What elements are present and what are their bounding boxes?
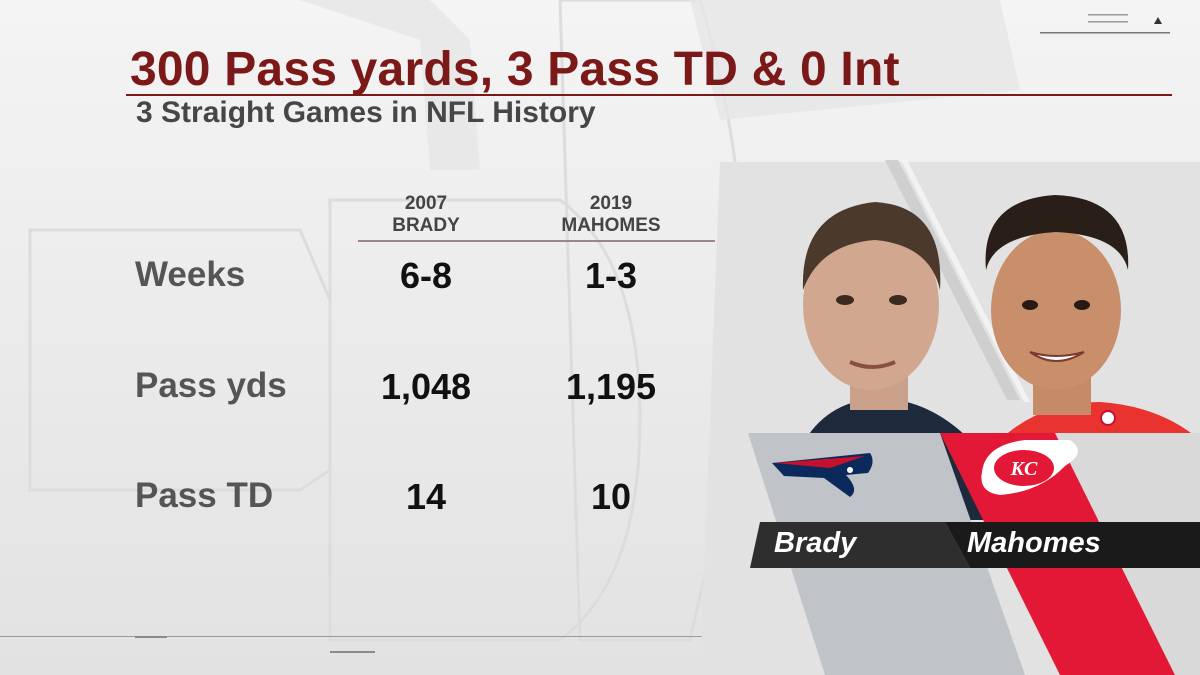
page-subtitle: 3 Straight Games in NFL History	[136, 96, 596, 129]
svg-text:KC: KC	[1010, 458, 1038, 480]
mahomes-name-bar	[945, 522, 1200, 568]
chiefs-logo-icon: KC	[981, 440, 1078, 495]
column-year: 2019	[589, 193, 633, 214]
column-year: 2007	[404, 193, 448, 214]
column-header-mahomes: 2019 MAHOMES	[526, 193, 696, 237]
bottom-tick	[330, 651, 375, 653]
brady-portrait	[795, 202, 990, 520]
title-divider	[126, 94, 1172, 96]
page-title: 300 Pass yards, 3 Pass TD & 0 Int	[130, 43, 900, 96]
column-header-divider	[358, 240, 715, 242]
player-panels: KC	[700, 158, 1200, 675]
bottom-tick	[135, 636, 167, 638]
player-name-brady: Brady	[774, 527, 857, 559]
cell-brady-pass-td: 14	[405, 476, 447, 517]
row-label-weeks: Weeks	[135, 255, 246, 294]
brady-name-bar	[750, 522, 970, 568]
patriots-logo-icon	[772, 453, 873, 497]
header-decoration	[1040, 14, 1170, 34]
player-name-mahomes: Mahomes	[967, 527, 1101, 559]
column-player: BRADY	[392, 215, 460, 236]
cell-mahomes-pass-td: 10	[590, 476, 632, 517]
column-header-brady: 2007 BRADY	[341, 193, 511, 237]
cell-mahomes-weeks: 1-3	[584, 255, 638, 296]
row-label-pass-yds: Pass yds	[135, 366, 287, 405]
bottom-divider	[0, 636, 820, 637]
row-label-pass-td: Pass TD	[135, 476, 274, 515]
cell-brady-weeks: 6-8	[399, 255, 453, 296]
cell-brady-pass-yds: 1,048	[380, 366, 472, 407]
cell-mahomes-pass-yds: 1,195	[565, 366, 657, 407]
column-player: MAHOMES	[561, 215, 661, 236]
